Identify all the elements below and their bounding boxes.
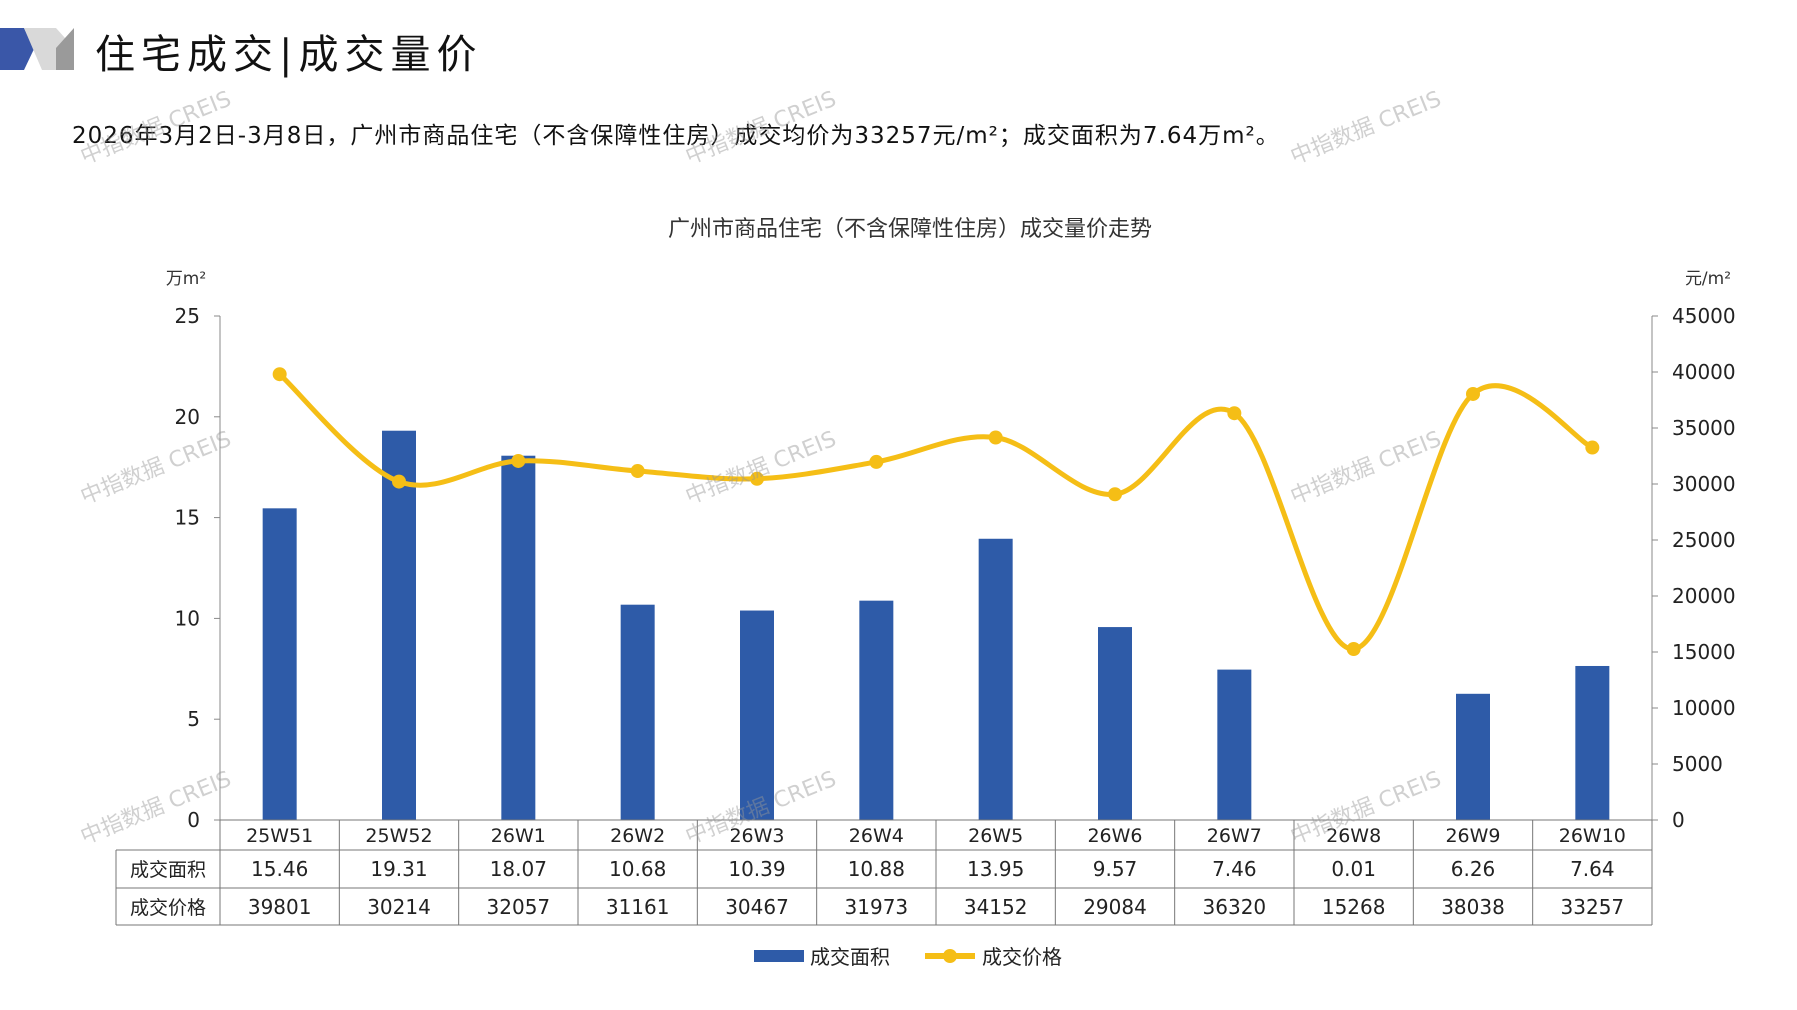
x-tick-label: 26W2 <box>610 825 665 847</box>
legend-bar-label: 成交面积 <box>810 945 890 969</box>
right-axis-unit: 元/m² <box>1685 269 1731 289</box>
table-row-label: 成交面积 <box>130 859 206 881</box>
x-tick-label: 26W4 <box>849 825 904 847</box>
price-point-26W3 <box>750 471 764 486</box>
table-cell-price: 36320 <box>1203 895 1267 919</box>
bar-25W51 <box>262 508 297 820</box>
right-tick-label: 25000 <box>1672 528 1736 552</box>
table-cell-area: 7.64 <box>1570 857 1615 881</box>
table-cell-area: 6.26 <box>1451 857 1496 881</box>
table-cell-price: 29084 <box>1083 895 1147 919</box>
table-cell-price: 15268 <box>1322 895 1386 919</box>
bar-26W3 <box>740 610 774 820</box>
x-tick-label: 26W5 <box>968 825 1023 847</box>
table-cell-price: 30214 <box>367 895 431 919</box>
left-tick-label: 25 <box>175 304 200 328</box>
price-point-26W7 <box>1227 406 1242 421</box>
table-cell-area: 0.01 <box>1331 857 1376 881</box>
section-logo <box>0 28 74 70</box>
legend-line-marker <box>943 949 957 963</box>
right-tick-label: 20000 <box>1672 584 1736 608</box>
x-tick-label: 26W8 <box>1326 825 1381 847</box>
x-tick-label: 26W10 <box>1559 825 1626 847</box>
bar-26W6 <box>1098 627 1132 820</box>
price-point-26W1 <box>511 453 526 468</box>
table-cell-price: 34152 <box>964 895 1028 919</box>
table-cell-area: 9.57 <box>1093 857 1138 881</box>
price-point-26W5 <box>988 430 1003 445</box>
bar-26W7 <box>1217 669 1252 820</box>
price-point-26W2 <box>630 463 645 478</box>
right-tick-label: 0 <box>1672 808 1685 832</box>
right-tick-label: 35000 <box>1672 416 1736 440</box>
price-point-26W10 <box>1585 440 1600 455</box>
left-axis-unit: 万m² <box>166 269 206 289</box>
table-cell-area: 15.46 <box>251 857 308 881</box>
legend-line-label: 成交价格 <box>982 945 1062 969</box>
left-tick-label: 20 <box>175 405 200 429</box>
x-tick-label: 26W9 <box>1445 825 1500 847</box>
bar-26W10 <box>1575 665 1610 820</box>
right-tick-label: 30000 <box>1672 472 1736 496</box>
left-tick-label: 5 <box>187 707 200 731</box>
table-cell-price: 31973 <box>845 895 909 919</box>
bar-26W4 <box>859 600 894 820</box>
bar-26W2 <box>620 604 655 820</box>
price-point-26W9 <box>1466 386 1480 401</box>
table-cell-area: 10.39 <box>728 857 785 881</box>
table-cell-area: 18.07 <box>490 857 547 881</box>
right-tick-label: 40000 <box>1672 360 1736 384</box>
legend-bar-swatch <box>754 950 804 962</box>
bar-25W52 <box>382 430 416 820</box>
left-tick-label: 15 <box>175 506 200 530</box>
x-tick-label: 26W1 <box>491 825 546 847</box>
price-point-25W51 <box>272 367 287 382</box>
x-tick-label: 25W52 <box>365 825 432 847</box>
right-tick-label: 45000 <box>1672 304 1736 328</box>
left-tick-label: 0 <box>187 808 200 832</box>
page-title: 住宅成交|成交量价 <box>95 32 483 78</box>
table-cell-area: 10.68 <box>609 857 666 881</box>
chart-title: 广州市商品住宅（不含保障性住房）成交量价走势 <box>668 217 1152 242</box>
table-cell-area: 10.88 <box>848 857 905 881</box>
table-cell-price: 32057 <box>487 895 551 919</box>
price-line <box>277 372 1594 652</box>
right-tick-label: 5000 <box>1672 752 1723 776</box>
x-tick-label: 25W51 <box>246 825 313 847</box>
right-tick-label: 10000 <box>1672 696 1736 720</box>
x-tick-label: 26W7 <box>1207 825 1262 847</box>
bar-26W9 <box>1456 693 1490 820</box>
table-cell-area: 19.31 <box>370 857 427 881</box>
table-cell-area: 13.95 <box>967 857 1024 881</box>
x-tick-label: 26W3 <box>729 825 784 847</box>
price-point-26W6 <box>1108 487 1122 502</box>
table-cell-price: 33257 <box>1561 895 1625 919</box>
bar-26W1 <box>501 455 536 820</box>
bar-26W5 <box>978 538 1013 820</box>
table-cell-price: 30467 <box>725 895 789 919</box>
table-cell-price: 39801 <box>248 895 312 919</box>
table-row-label: 成交价格 <box>130 897 206 919</box>
price-point-26W8 <box>1346 641 1361 656</box>
price-point-26W4 <box>869 454 884 469</box>
table-cell-price: 31161 <box>606 895 670 919</box>
price-point-25W52 <box>392 474 406 489</box>
x-tick-label: 26W6 <box>1087 825 1142 847</box>
summary-text: 2026年3月2日-3月8日，广州市商品住宅（不含保障性住房）成交均价为3325… <box>72 123 1280 149</box>
left-tick-label: 10 <box>175 606 200 630</box>
table-cell-area: 7.46 <box>1212 857 1257 881</box>
table-cell-price: 38038 <box>1441 895 1505 919</box>
right-tick-label: 15000 <box>1672 640 1736 664</box>
